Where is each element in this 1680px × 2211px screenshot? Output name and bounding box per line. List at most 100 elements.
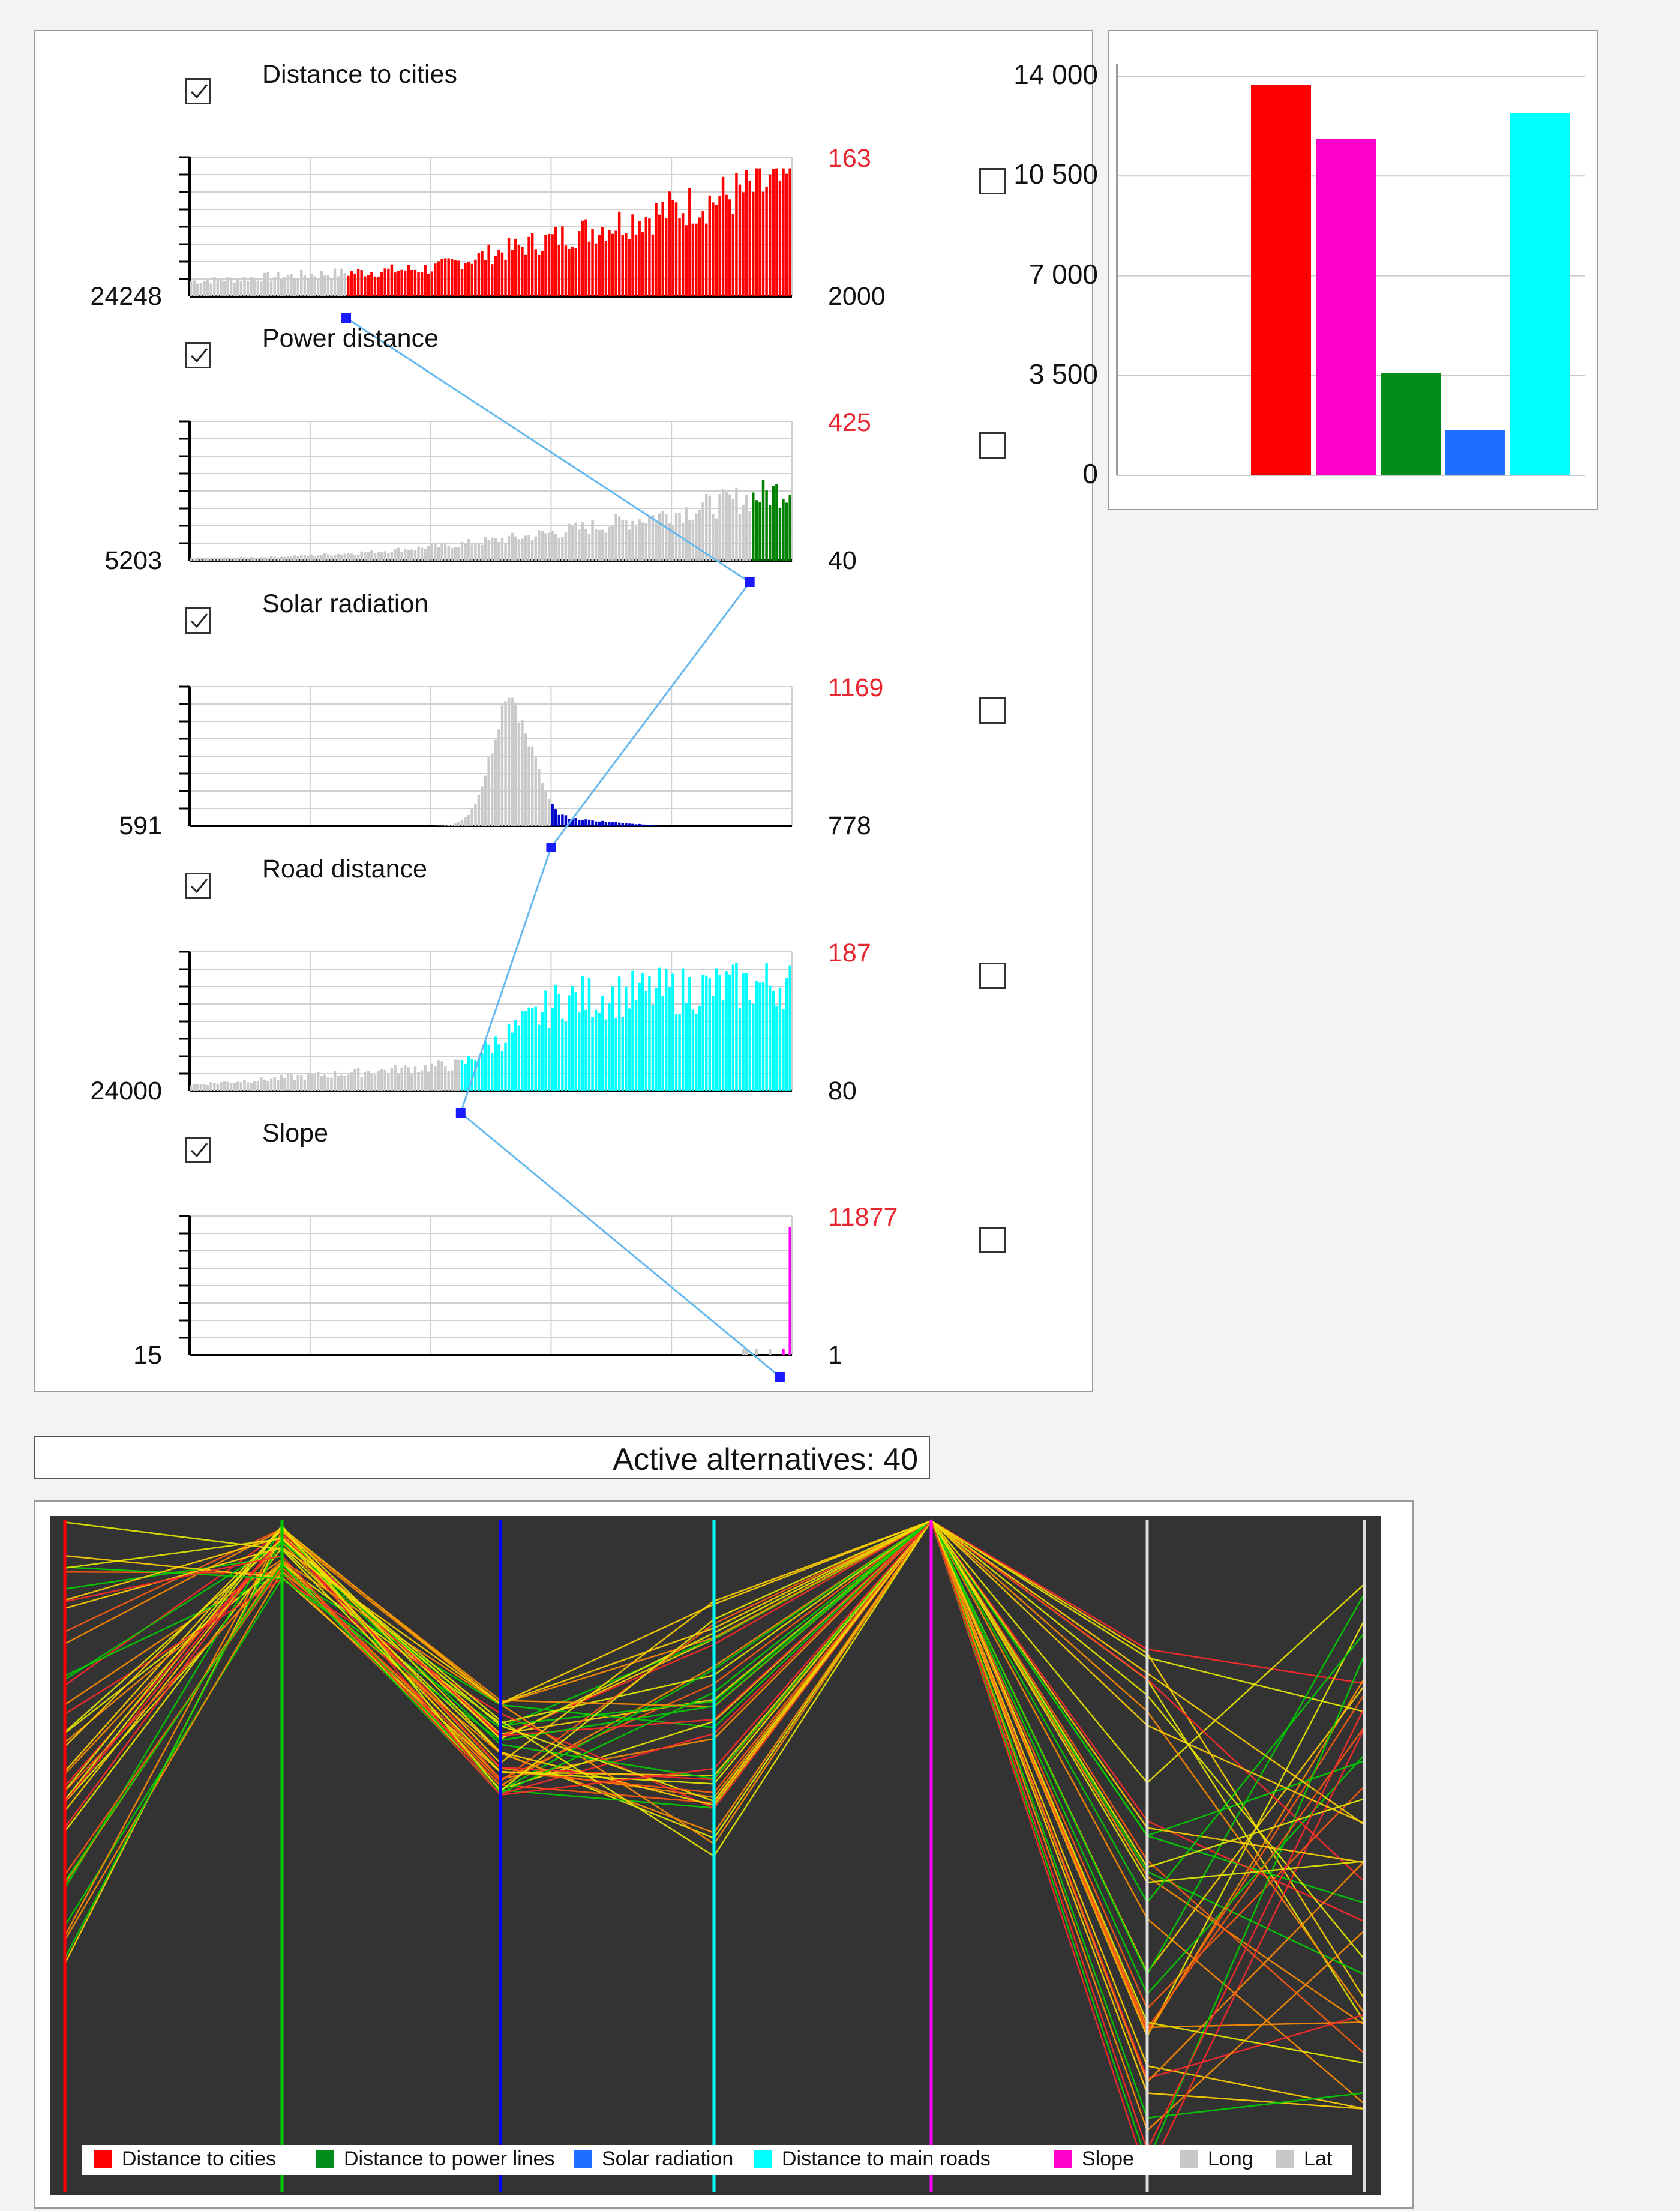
histogram-bar [685, 507, 688, 561]
histogram-bar [373, 1074, 377, 1091]
histogram-bar [644, 217, 648, 296]
criterion-title-1: Distance to cities [262, 60, 458, 89]
histogram-bar [748, 181, 751, 296]
histogram-bar [551, 234, 554, 296]
histogram-bar [320, 555, 323, 561]
histogram-bar [608, 822, 611, 826]
histogram-bar [571, 526, 574, 561]
histogram-bar [625, 233, 628, 296]
bar-chart-panel [1108, 30, 1598, 510]
histogram-bar [440, 542, 443, 561]
histogram-bar [608, 1003, 611, 1091]
histogram-bar [598, 1012, 601, 1091]
histogram-bar [551, 531, 554, 561]
legend-swatch [1180, 2150, 1198, 2168]
histogram-bar [253, 277, 256, 296]
histogram-bar [688, 976, 691, 1091]
histogram-bar [718, 975, 721, 1091]
histogram-bar [464, 816, 467, 826]
criterion-select-checkbox-3[interactable] [979, 697, 1006, 724]
histogram-bar [775, 484, 778, 561]
histogram-bar [634, 824, 638, 826]
histogram-bar [236, 278, 239, 296]
histogram-bar [460, 1060, 464, 1091]
parallel-coordinates-legend: Distance to cities Distance to power line… [82, 2145, 1352, 2175]
histogram-bar [387, 553, 390, 561]
histogram-bar [661, 202, 664, 296]
criterion-select-checkbox-4[interactable] [979, 963, 1006, 989]
bar-y-tick-label: 14 000 [1013, 59, 1098, 90]
histogram-bar [785, 173, 788, 296]
histogram-bar [621, 519, 624, 561]
criterion-select-checkbox-1[interactable] [979, 168, 1006, 194]
criterion-select-checkbox-5[interactable] [979, 1227, 1006, 1253]
histogram-bar [397, 271, 400, 296]
histogram-bar [527, 1007, 530, 1091]
histogram-bar [380, 1068, 383, 1091]
histogram-bar [303, 275, 307, 296]
histogram-bar [260, 557, 263, 561]
histogram-bar [427, 1071, 430, 1091]
histogram-bar [504, 259, 507, 296]
histogram-bar [634, 1000, 638, 1091]
histogram-bar [695, 1014, 698, 1091]
histogram-bar [557, 814, 561, 826]
histogram-bar [209, 283, 212, 296]
histogram-bar [266, 558, 269, 561]
histogram-bar [263, 272, 266, 296]
histogram-bar [437, 547, 440, 561]
histogram-bar [685, 1003, 688, 1091]
histogram-bar [507, 1023, 511, 1091]
histogram-bar [557, 245, 561, 296]
histogram-bar [424, 265, 427, 296]
histogram-bar [514, 238, 517, 296]
histogram-bar [674, 202, 678, 296]
histogram-bar [220, 1082, 223, 1091]
histogram-bar [628, 1008, 631, 1091]
histogram-bar [216, 558, 220, 561]
criterion-select-checkbox-2[interactable] [979, 432, 1006, 459]
histogram-bar [343, 1075, 347, 1091]
criterion-checkbox-1[interactable] [185, 78, 211, 104]
histogram-bar [581, 976, 584, 1091]
histogram-bar [213, 557, 216, 561]
histogram-bar [538, 769, 541, 826]
histogram-bar [343, 273, 347, 296]
histogram-bar [651, 825, 655, 826]
criterion-checkbox-3[interactable] [185, 607, 211, 634]
criterion-checkbox-2[interactable] [185, 342, 211, 368]
histogram-bar [521, 720, 524, 826]
histogram-bar [353, 1068, 356, 1091]
histogram-bar [367, 1071, 370, 1091]
histogram-bar [772, 991, 775, 1091]
criterion-max-label-2: 40 [828, 546, 857, 575]
criterion-checkbox-4[interactable] [185, 873, 211, 899]
histogram-bar [403, 270, 407, 296]
histogram-bar [782, 168, 785, 296]
histogram-bar [410, 269, 413, 296]
histogram-bar [447, 1071, 450, 1091]
criterion-min-label-4: 24000 [90, 1077, 162, 1106]
histogram-bar [364, 276, 367, 296]
histogram-bar [229, 1083, 233, 1091]
histogram-bar [581, 522, 584, 561]
bar-y-tick-label: 10 500 [1013, 158, 1098, 190]
histogram-bar [477, 543, 481, 561]
histogram-bar [712, 996, 715, 1091]
check-icon [190, 1143, 208, 1158]
histogram-bar [250, 1083, 253, 1091]
histogram-bar [674, 513, 678, 561]
histogram-bar [356, 1068, 360, 1091]
legend-label: Solar radiation [602, 2147, 734, 2170]
histogram-bar [330, 555, 333, 561]
threshold-handle-3 [546, 843, 556, 852]
histogram-bar [296, 1075, 299, 1091]
histogram-bar [745, 494, 748, 561]
histogram-bar [474, 259, 477, 296]
histogram-bar [641, 973, 644, 1091]
histogram-bar [313, 1074, 316, 1091]
criterion-checkbox-5[interactable] [185, 1137, 211, 1163]
histogram-bar [484, 1041, 487, 1091]
histogram-bar [638, 519, 641, 561]
histogram-bar [671, 973, 674, 1091]
